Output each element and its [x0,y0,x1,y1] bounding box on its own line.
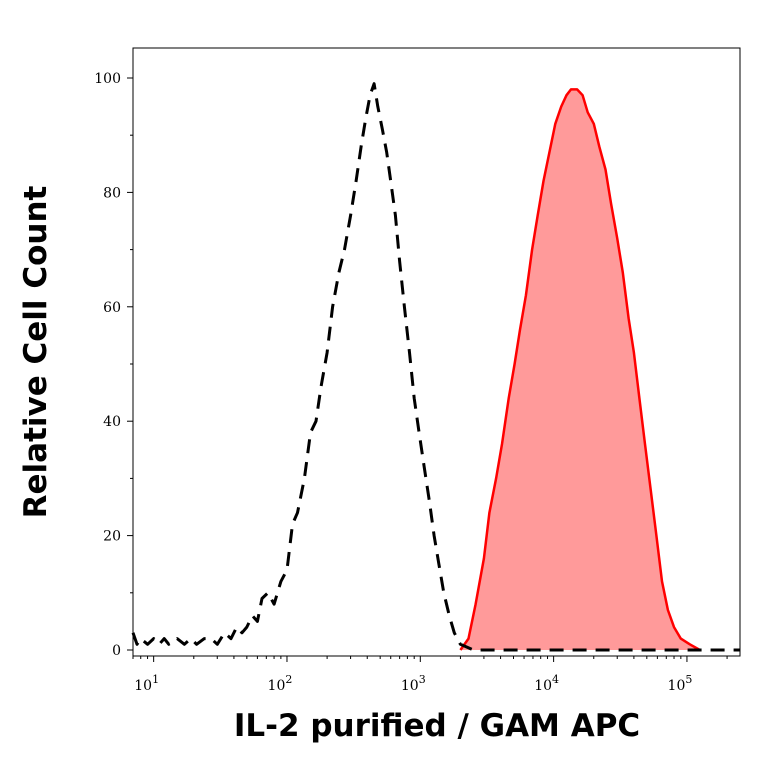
x-tick-label: 103 [401,673,426,694]
y-tick-label: 80 [103,185,121,201]
y-tick-label: 40 [103,414,121,430]
x-tick-label: 102 [268,673,293,694]
x-axis-title: IL-2 purified / GAM APC [234,708,640,744]
y-tick-label: 20 [103,529,121,545]
series-red-fill [460,89,700,650]
series-red-line [459,88,701,652]
x-tick-label: 105 [668,673,693,694]
y-axis-title: Relative Cell Count [18,185,54,518]
y-tick-label: 100 [94,71,121,87]
axis-layer: 0 20 40 60 80 100 101 102 103 104 105 [94,71,728,694]
plot-frame [132,47,741,657]
x-tick-label: 104 [534,673,559,694]
series-dashed-line [131,82,740,652]
x-tick-label: 101 [134,673,159,694]
y-tick-label: 0 [112,643,121,659]
y-tick-label: 60 [103,300,121,316]
series-layer [131,82,740,652]
